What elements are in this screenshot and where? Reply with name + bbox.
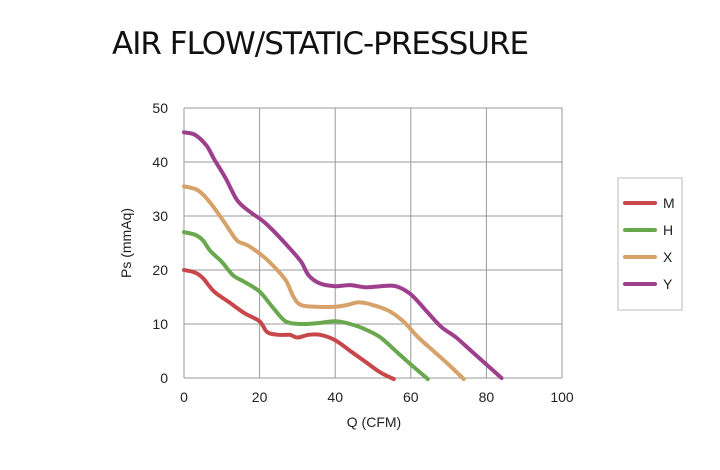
y-axis-label: Ps (mmAq) xyxy=(118,208,134,278)
chart-title: AIR FLOW/STATIC-PRESSURE xyxy=(112,26,529,62)
grid-lines xyxy=(183,107,563,379)
series-line-x xyxy=(182,184,466,382)
x-tick-label: 100 xyxy=(550,389,574,405)
legend-label-y: Y xyxy=(663,276,673,292)
y-tick-label: 40 xyxy=(152,154,168,170)
series-line-y xyxy=(182,130,504,380)
series-line-m xyxy=(182,268,396,382)
x-axis-label: Q (CFM) xyxy=(347,414,401,430)
x-tick-label: 60 xyxy=(403,389,419,405)
y-tick-label: 20 xyxy=(152,262,168,278)
x-tick-label: 20 xyxy=(252,389,268,405)
y-tick-label: 10 xyxy=(152,316,168,332)
y-tick-label: 0 xyxy=(160,370,168,386)
legend-label-m: M xyxy=(663,195,675,211)
series-line-h xyxy=(182,230,430,382)
x-tick-label: 40 xyxy=(327,389,343,405)
y-tick-label: 50 xyxy=(152,100,168,116)
y-tick-label: 30 xyxy=(152,208,168,224)
series-lines xyxy=(182,130,504,382)
legend-label-h: H xyxy=(663,222,673,238)
x-tick-label: 0 xyxy=(180,389,188,405)
x-tick-label: 80 xyxy=(479,389,495,405)
tick-labels: 0 20 40 60 80 100 0 10 20 30 40 50 xyxy=(152,100,573,405)
legend-box xyxy=(617,177,683,311)
legend-label-x: X xyxy=(663,249,673,265)
